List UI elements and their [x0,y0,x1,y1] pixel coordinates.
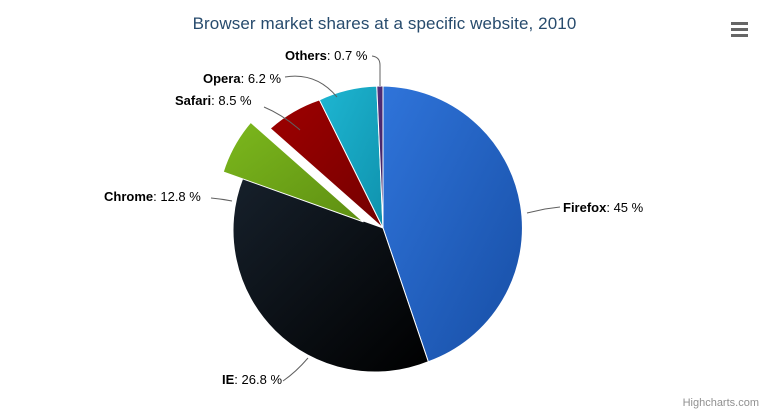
data-label-ie-sep: : [234,372,242,387]
data-label-opera-sep: : [240,71,248,86]
data-label-chrome-sep: : [153,189,161,204]
connector-opera [284,75,338,98]
data-label-safari-value: 8.5 % [218,93,252,108]
data-label-others-value: 0.7 % [334,48,368,63]
hamburger-bar-2 [730,27,748,31]
data-label-ie: IE: 26.8 % [222,372,282,387]
data-label-opera-name: Opera [203,71,241,86]
hamburger-bar-1 [730,21,748,25]
connector-others [371,55,381,86]
pie-slices [222,85,523,373]
data-label-firefox-value: 45 % [613,200,644,215]
data-label-firefox-name: Firefox [563,200,607,215]
data-label-others-name: Others [285,48,327,63]
data-label-ie-name: IE [222,372,235,387]
data-label-safari-name: Safari [175,93,212,108]
highcharts-credits-link[interactable]: Highcharts.com [682,397,759,409]
data-label-chrome: Chrome: 12.8 % [104,189,201,204]
hamburger-bar-3 [730,33,748,37]
data-label-firefox: Firefox: 45 % [563,200,643,215]
connector-chrome [210,197,233,202]
data-label-others: Others: 0.7 % [285,48,367,63]
pie-slice-others[interactable] [376,85,384,229]
data-label-chrome-name: Chrome [104,189,154,204]
pie-slice-firefox[interactable] [382,85,523,363]
connector-safari [263,106,301,131]
connector-ie [282,357,309,382]
chart-title: Browser market shares at a specific webs… [192,14,577,33]
data-label-opera: Opera: 6.2 % [203,71,281,86]
data-label-safari: Safari: 8.5 % [175,93,252,108]
data-label-ie-value: 26.8 % [241,372,283,387]
label-connectors [210,55,561,382]
connector-firefox [526,206,561,214]
hamburger-menu-icon[interactable] [727,18,751,40]
data-label-firefox-sep: : [606,200,614,215]
data-label-others-sep: : [326,48,335,63]
data-label-chrome-value: 12.8 % [160,189,201,204]
pie-slice-ie[interactable] [232,177,429,373]
data-label-opera-value: 6.2 % [247,71,282,86]
pie-slice-chrome[interactable] [222,121,364,223]
data-label-safari-sep: : [211,93,219,108]
